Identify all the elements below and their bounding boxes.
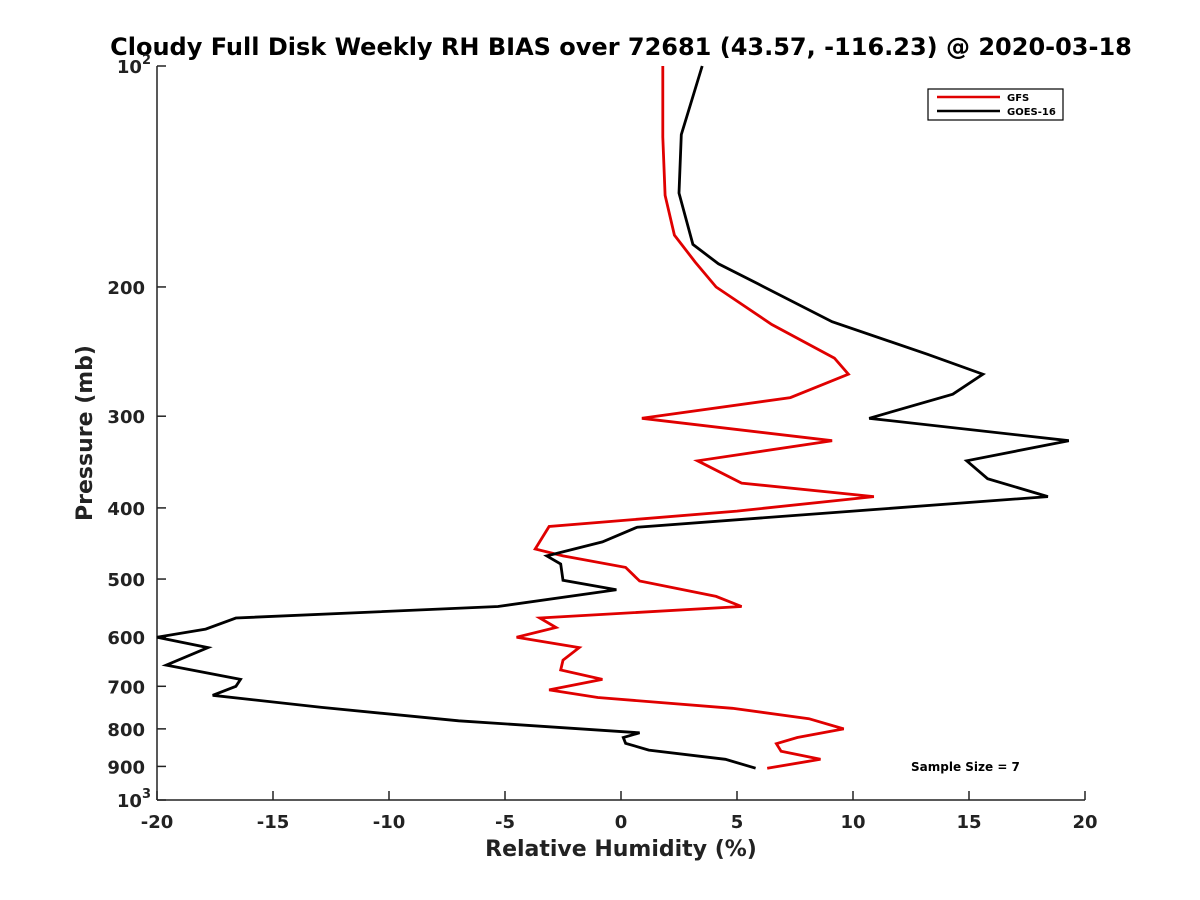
- legend-box: [927, 88, 1064, 121]
- y-axis-label: Pressure (mb): [73, 345, 98, 521]
- x-tick-label: -5: [495, 812, 515, 833]
- y-ticks: 102 200 300 400 500 600 700 800 900 103: [107, 53, 166, 812]
- legend-label-gfs: GFS: [1007, 93, 1029, 104]
- y-tick-label: 400: [107, 499, 145, 520]
- x-tick-label: -10: [373, 812, 406, 833]
- plot-axes: [156, 66, 1085, 801]
- x-tick-label: -20: [141, 812, 174, 833]
- x-tick-label: 5: [731, 812, 744, 833]
- x-tick-label: -15: [257, 812, 290, 833]
- x-tick-label: 15: [956, 812, 981, 833]
- legend: GFS GOES-16: [927, 88, 1064, 121]
- sample-size-annotation: Sample Size = 7: [911, 760, 1020, 774]
- x-tick-label: 20: [1072, 812, 1097, 833]
- chart-title: Cloudy Full Disk Weekly RH BIAS over 726…: [110, 33, 1132, 61]
- y-tick-label: 800: [107, 720, 145, 741]
- y-tick-label: 600: [107, 628, 145, 649]
- series-line-gfs: [516, 66, 875, 770]
- y-tick-label: 200: [107, 278, 145, 299]
- y-tick-label: 102: [117, 53, 151, 78]
- y-tick-label: 900: [107, 757, 145, 778]
- series-group: [156, 65, 1070, 770]
- y-tick-label: 103: [117, 787, 151, 812]
- series-line-goes16: [156, 65, 1070, 770]
- x-ticks: -20 -15 -10 -5 0 5 10 15 20: [141, 791, 1098, 833]
- y-tick-label: 700: [107, 677, 145, 698]
- x-axis-label: Relative Humidity (%): [485, 837, 757, 862]
- x-tick-label: 0: [615, 812, 628, 833]
- legend-label-goes16: GOES-16: [1007, 107, 1056, 118]
- y-tick-label: 300: [107, 407, 145, 428]
- y-tick-label: 500: [107, 570, 145, 591]
- x-tick-label: 10: [840, 812, 865, 833]
